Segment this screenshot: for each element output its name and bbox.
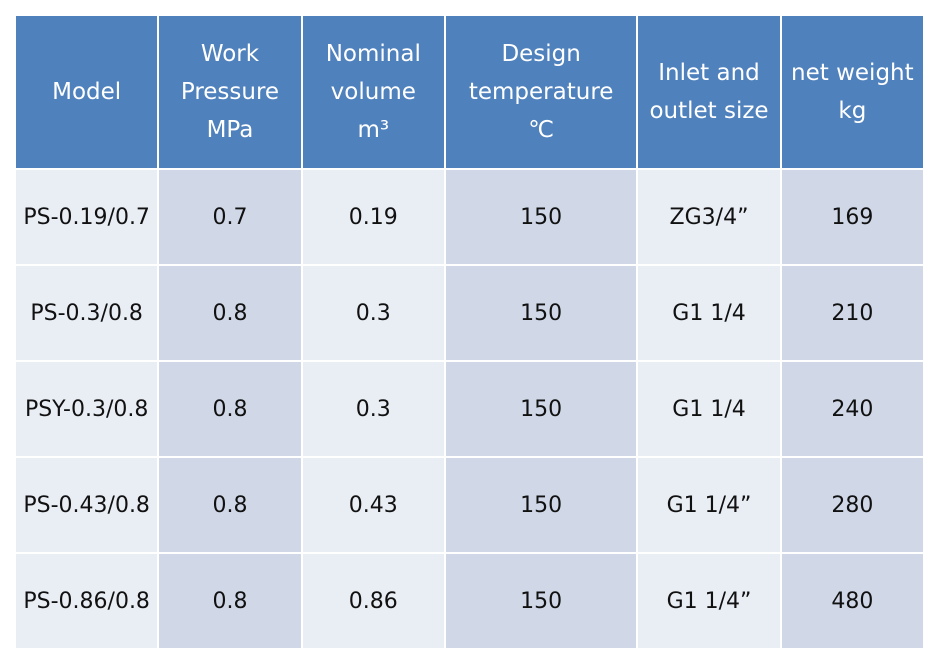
table-header-row: Model Work Pressure MPa Nominal volume m… [16,16,923,168]
cell-pressure: 0.8 [159,266,301,360]
header-nominal-volume: Nominal volume m³ [302,16,444,168]
cell-model: PS-0.86/0.8 [16,554,158,648]
cell-weight: 169 [781,170,923,264]
cell-temperature: 150 [445,554,637,648]
cell-size: ZG3/4” [638,170,780,264]
header-inlet-outlet-size: Inlet and outlet size [638,16,780,168]
cell-size: G1 1/4” [638,458,780,552]
table-row: PS-0.43/0.8 0.8 0.43 150 G1 1/4” 280 [16,458,923,552]
cell-size: G1 1/4” [638,554,780,648]
cell-weight: 280 [781,458,923,552]
cell-model: PS-0.43/0.8 [16,458,158,552]
cell-weight: 210 [781,266,923,360]
cell-model: PSY-0.3/0.8 [16,362,158,456]
cell-temperature: 150 [445,266,637,360]
header-model: Model [16,16,158,168]
cell-volume: 0.3 [302,362,444,456]
cell-pressure: 0.8 [159,554,301,648]
spec-table-container: Model Work Pressure MPa Nominal volume m… [14,14,925,650]
cell-volume: 0.43 [302,458,444,552]
table-row: PS-0.86/0.8 0.8 0.86 150 G1 1/4” 480 [16,554,923,648]
spec-table: Model Work Pressure MPa Nominal volume m… [14,14,925,650]
header-design-temperature: Design temperature ℃ [445,16,637,168]
cell-model: PS-0.19/0.7 [16,170,158,264]
header-net-weight: net weight kg [781,16,923,168]
table-row: PSY-0.3/0.8 0.8 0.3 150 G1 1/4 240 [16,362,923,456]
table-row: PS-0.19/0.7 0.7 0.19 150 ZG3/4” 169 [16,170,923,264]
cell-temperature: 150 [445,362,637,456]
cell-pressure: 0.8 [159,458,301,552]
cell-volume: 0.86 [302,554,444,648]
cell-weight: 240 [781,362,923,456]
table-row: PS-0.3/0.8 0.8 0.3 150 G1 1/4 210 [16,266,923,360]
cell-pressure: 0.8 [159,362,301,456]
cell-size: G1 1/4 [638,362,780,456]
cell-size: G1 1/4 [638,266,780,360]
cell-weight: 480 [781,554,923,648]
cell-volume: 0.19 [302,170,444,264]
cell-volume: 0.3 [302,266,444,360]
cell-model: PS-0.3/0.8 [16,266,158,360]
cell-temperature: 150 [445,458,637,552]
cell-pressure: 0.7 [159,170,301,264]
header-work-pressure: Work Pressure MPa [159,16,301,168]
cell-temperature: 150 [445,170,637,264]
